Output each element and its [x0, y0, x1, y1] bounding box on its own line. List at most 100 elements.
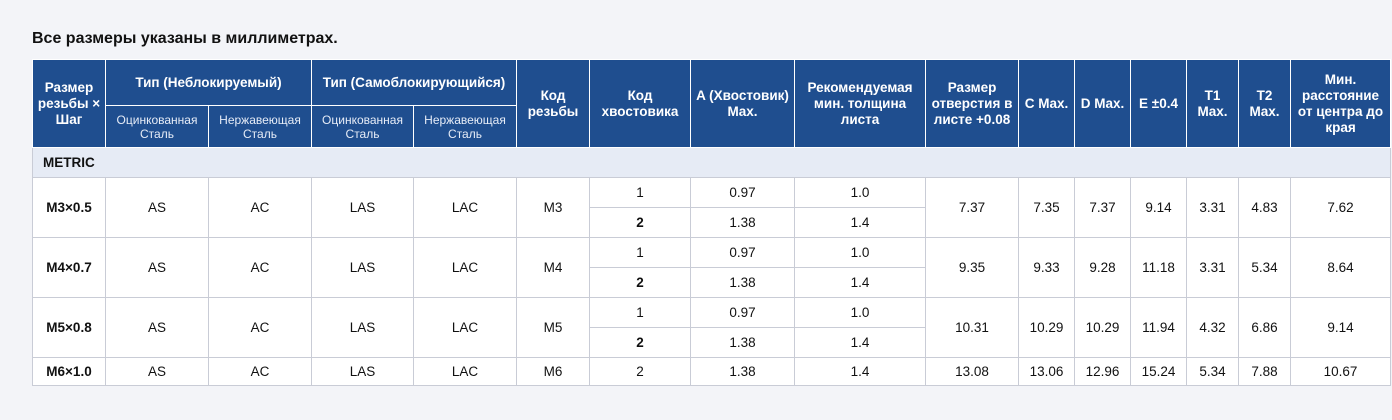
min-sheet-cell: 1.4 [794, 267, 927, 298]
section-metric: METRIC [31, 147, 1392, 178]
hole-size-cell: 13.08 [925, 357, 1020, 386]
type-las-cell: LAS [311, 177, 415, 238]
t1-cell: 3.31 [1186, 177, 1240, 238]
a-shank-cell: 1.38 [690, 267, 796, 298]
min-edge-cell: 9.14 [1290, 297, 1392, 358]
type-las-cell: LAS [311, 297, 415, 358]
type-as-cell: AS [105, 177, 209, 238]
header-c: C Max. [1018, 59, 1076, 148]
min-sheet-cell: 1.0 [794, 237, 927, 268]
c-cell: 7.35 [1018, 177, 1076, 238]
spec-table: Размер резьбы × Шаг Тип (Неблокируемый) … [31, 59, 1392, 386]
header-type-nonlocking: Тип (Неблокируемый) [104, 59, 313, 106]
type-as-cell: AS [105, 237, 209, 298]
min-sheet-cell: 1.4 [794, 207, 927, 238]
d-cell: 12.96 [1074, 357, 1132, 386]
t2-cell: 7.88 [1238, 357, 1292, 386]
thread-size-cell: M3×0.5 [32, 177, 106, 238]
type-ac-cell: AC [207, 357, 313, 386]
e-cell: 9.14 [1130, 177, 1188, 238]
thread-size-cell: M5×0.8 [32, 297, 106, 358]
table-row: 2 1.38 1.4 [33, 267, 1391, 298]
shank-code-cell: 1 [589, 177, 692, 208]
type-lac-cell: LAC [413, 357, 518, 386]
shank-code-cell: 2 [589, 357, 692, 386]
thread-code-cell: M5 [516, 297, 591, 358]
units-note: Все размеры указаны в миллиметрах. [32, 30, 338, 47]
header-min-sheet: Рекомендуемая мин. толщина листа [794, 59, 927, 148]
d-cell: 7.37 [1074, 177, 1132, 238]
header-min-edge: Мин. расстояние от центра до края [1290, 59, 1392, 148]
shank-code-cell: 1 [589, 297, 692, 328]
header-galvanized-nonlocking: Оцинкованная Сталь [105, 105, 209, 148]
shank-code-cell: 2 [589, 207, 692, 238]
table-row: 2 1.38 1.4 [33, 327, 1391, 358]
hole-size-cell: 7.37 [925, 177, 1020, 238]
header-t1: T1 Max. [1186, 59, 1240, 148]
header-type-selflocking: Тип (Самоблокирующийся) [311, 59, 518, 106]
min-edge-cell: 7.62 [1290, 177, 1392, 238]
d-cell: 9.28 [1074, 237, 1132, 298]
min-sheet-cell: 1.0 [794, 177, 927, 208]
table-row: 2 1.38 1.4 [33, 207, 1391, 238]
type-ac-cell: AC [207, 177, 313, 238]
a-shank-cell: 1.38 [690, 357, 796, 386]
type-las-cell: LAS [311, 357, 415, 386]
header-stainless-nonlocking: Нержавеющая Сталь [207, 105, 313, 148]
e-cell: 15.24 [1130, 357, 1188, 386]
t1-cell: 4.32 [1186, 297, 1240, 358]
e-cell: 11.18 [1130, 237, 1188, 298]
c-cell: 9.33 [1018, 237, 1076, 298]
type-ac-cell: AC [207, 297, 313, 358]
min-sheet-cell: 1.4 [794, 327, 927, 358]
c-cell: 13.06 [1018, 357, 1076, 386]
shank-code-cell: 1 [589, 237, 692, 268]
table-row: M3×0.5 AS AC LAS LAC M3 1 0.97 1.0 7.37 … [32, 177, 1392, 238]
t1-cell: 3.31 [1186, 237, 1240, 298]
thread-code-cell: M3 [516, 177, 591, 238]
e-cell: 11.94 [1130, 297, 1188, 358]
thread-code-cell: M4 [516, 237, 591, 298]
type-as-cell: AS [105, 357, 209, 386]
c-cell: 10.29 [1018, 297, 1076, 358]
header-a-shank: A (Хвостовик) Max. [690, 59, 796, 148]
table-header: Размер резьбы × Шаг Тип (Неблокируемый) … [32, 59, 1392, 148]
min-edge-cell: 8.64 [1290, 237, 1392, 298]
t2-cell: 4.83 [1238, 177, 1292, 238]
a-shank-cell: 1.38 [690, 327, 796, 358]
table-body: METRIC M3×0.5 AS AC LAS LAC M3 1 0.97 1.… [31, 147, 1392, 386]
shank-code-cell: 2 [589, 267, 692, 298]
t2-cell: 5.34 [1238, 237, 1292, 298]
table-row: M6×1.0 AS AC LAS LAC M6 2 1.38 1.4 13.08… [32, 357, 1392, 386]
thread-size-cell: M4×0.7 [32, 237, 106, 298]
shank-code-cell: 2 [589, 327, 692, 358]
header-hole-size: Размер отверстия в листе +0.08 [925, 59, 1020, 148]
header-d: D Max. [1074, 59, 1132, 148]
type-lac-cell: LAC [413, 237, 518, 298]
header-thread-code: Код резьбы [516, 59, 591, 148]
type-lac-cell: LAC [413, 297, 518, 358]
header-thread-size: Размер резьбы × Шаг [32, 59, 106, 148]
header-shank-code: Код хвостовика [589, 59, 692, 148]
type-lac-cell: LAC [413, 177, 518, 238]
type-las-cell: LAS [311, 237, 415, 298]
t1-cell: 5.34 [1186, 357, 1240, 386]
a-shank-cell: 0.97 [690, 177, 796, 208]
a-shank-cell: 0.97 [690, 297, 796, 328]
min-sheet-cell: 1.0 [794, 297, 927, 328]
min-sheet-cell: 1.4 [794, 357, 927, 386]
hole-size-cell: 10.31 [925, 297, 1020, 358]
d-cell: 10.29 [1074, 297, 1132, 358]
t2-cell: 6.86 [1238, 297, 1292, 358]
hole-size-cell: 9.35 [925, 237, 1020, 298]
type-ac-cell: AC [207, 237, 313, 298]
thread-size-cell: M6×1.0 [32, 357, 106, 386]
table-row: M5×0.8 AS AC LAS LAC M5 1 0.97 1.0 10.31… [32, 297, 1392, 358]
a-shank-cell: 0.97 [690, 237, 796, 268]
header-stainless-selflocking: Нержавеющая Сталь [413, 105, 518, 148]
min-edge-cell: 10.67 [1290, 357, 1392, 386]
type-as-cell: AS [105, 297, 209, 358]
header-t2: T2 Max. [1238, 59, 1292, 148]
header-galvanized-selflocking: Оцинкованная Сталь [311, 105, 415, 148]
header-e: E ±0.4 [1130, 59, 1188, 148]
